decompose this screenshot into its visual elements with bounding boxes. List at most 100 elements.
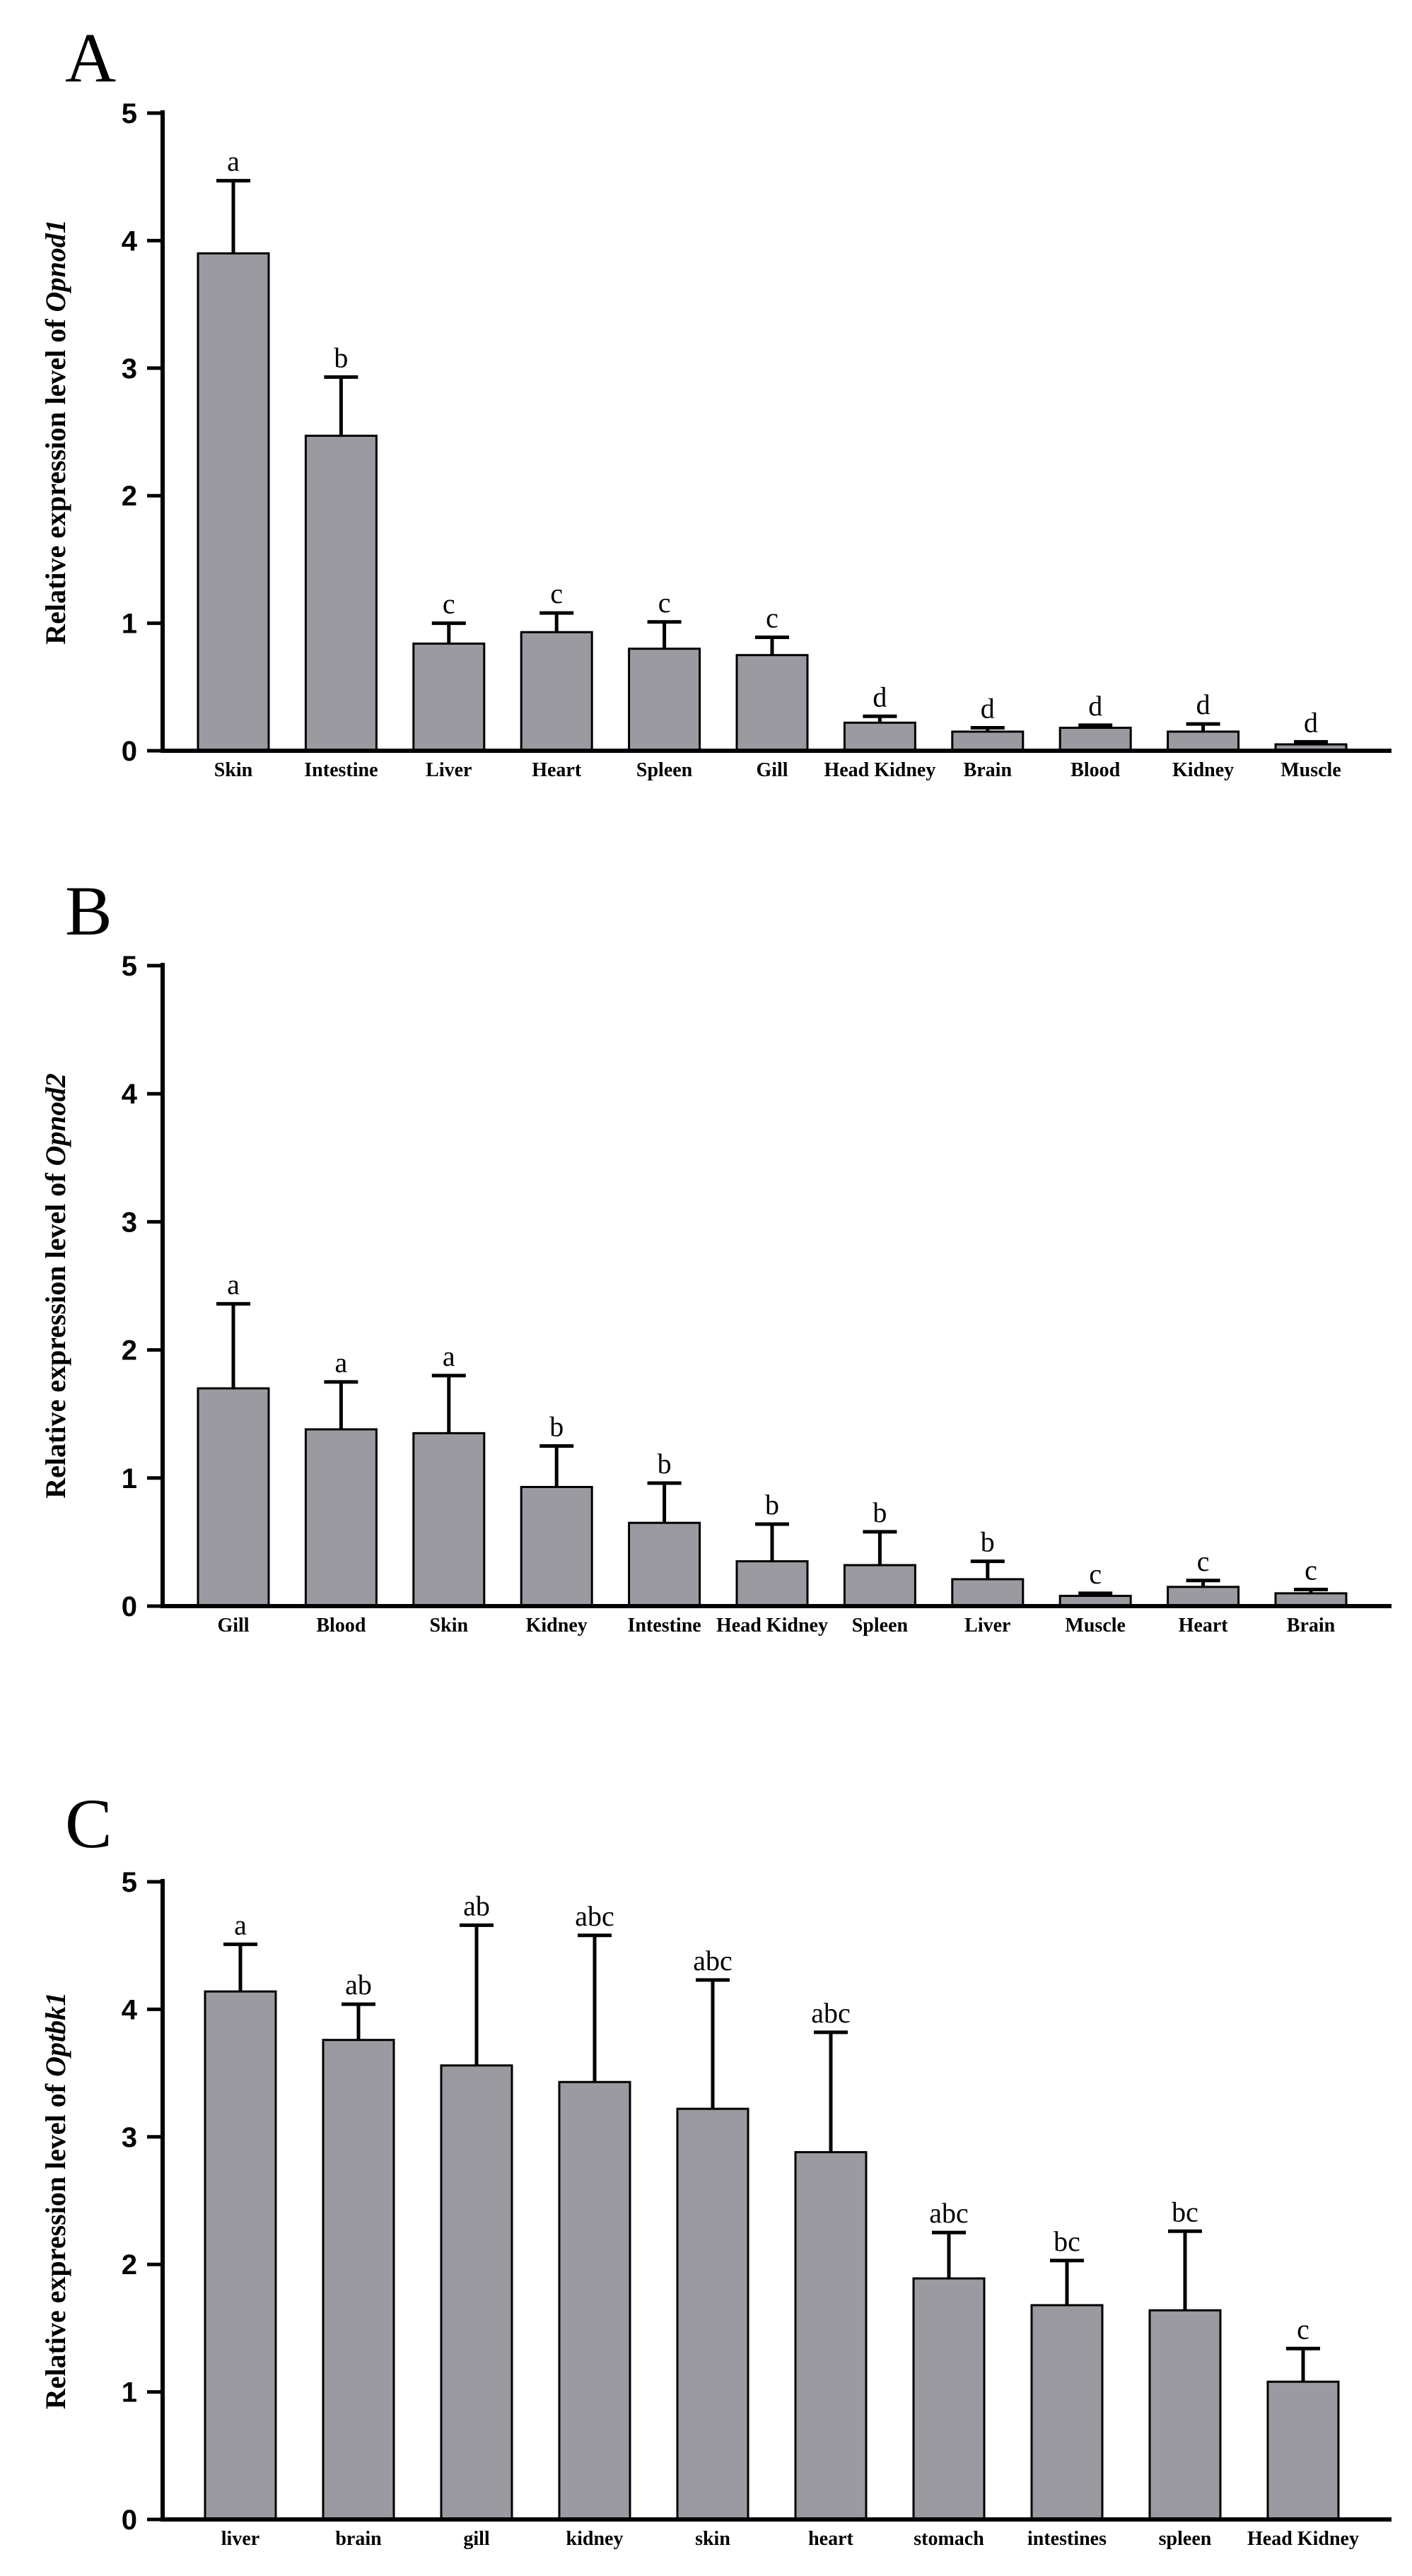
significance-label: abc <box>811 1997 851 2029</box>
y-tick-label: 3 <box>122 353 137 385</box>
panel-letter: C <box>65 1784 112 1863</box>
bar <box>520 631 593 752</box>
significance-label: b <box>658 1448 672 1480</box>
category-label: liver <box>221 2528 259 2550</box>
bar <box>304 434 378 752</box>
bar <box>197 252 270 752</box>
category-label: kidney <box>566 2528 624 2550</box>
y-tick-label: 3 <box>122 1207 137 1238</box>
significance-label: d <box>1196 689 1210 720</box>
bar <box>951 1578 1025 1608</box>
significance-label: a <box>227 146 240 177</box>
significance-label: a <box>227 1268 240 1300</box>
y-tick-label: 2 <box>122 481 137 512</box>
category-label: Kidney <box>1172 759 1234 781</box>
category-label: Muscle <box>1065 1615 1126 1637</box>
significance-label: a <box>443 1340 455 1372</box>
significance-label: ab <box>463 1890 490 1921</box>
y-axis-title-gene: Opnod1 <box>40 219 71 312</box>
significance-label: d <box>873 681 887 713</box>
category-label: Intestine <box>627 1615 701 1637</box>
panel-b: B Relative expression level of Opnod2 a Gil… <box>40 872 1391 1637</box>
significance-label: c <box>1305 1554 1317 1586</box>
category-label: Intestine <box>304 759 378 781</box>
significance-label: abc <box>929 2197 969 2229</box>
y-axis-title-prefix: Relative expression level of <box>40 312 71 644</box>
category-label: Heart <box>1179 1615 1229 1637</box>
category-label: spleen <box>1159 2528 1212 2550</box>
significance-label: b <box>981 1526 995 1558</box>
y-tick-label: 2 <box>122 1335 137 1366</box>
significance-label: bc <box>1054 2225 1080 2257</box>
panel-c: C Relative expression level of Optbk1 a liv… <box>40 1784 1391 2550</box>
y-axis-title: Relative expression level of Optbk1 <box>40 1992 71 2409</box>
significance-label: c <box>1197 1545 1210 1577</box>
bar <box>1167 730 1240 752</box>
bar <box>1148 2309 1222 2521</box>
bar <box>520 1485 593 1608</box>
bar <box>412 642 486 752</box>
significance-label: abc <box>693 1945 733 1977</box>
bar <box>735 1560 809 1608</box>
y-tick-label: 0 <box>122 736 137 767</box>
significance-label: b <box>549 1411 564 1443</box>
significance-label: d <box>1088 690 1102 722</box>
y-tick-label: 4 <box>122 1994 138 2025</box>
y-tick-label: 1 <box>122 609 137 640</box>
category-label: Muscle <box>1280 759 1341 781</box>
bar <box>1058 727 1132 752</box>
category-label: Spleen <box>852 1615 909 1637</box>
category-label: Skin <box>430 1615 469 1637</box>
bar <box>197 1387 270 1608</box>
category-label: Kidney <box>526 1615 588 1637</box>
significance-label: c <box>658 587 671 619</box>
category-label: intestines <box>1027 2528 1107 2550</box>
category-label: Brain <box>964 759 1013 781</box>
significance-label: c <box>766 602 778 633</box>
bar <box>304 1428 378 1608</box>
panel-letter: A <box>65 18 116 97</box>
category-label: Gill <box>217 1615 249 1637</box>
bar <box>628 648 701 752</box>
significance-label: d <box>981 693 995 725</box>
bar <box>1167 1586 1240 1608</box>
bar <box>1030 2304 1104 2521</box>
category-label: Brain <box>1287 1615 1336 1637</box>
y-tick-label: 1 <box>122 2377 137 2408</box>
category-label: Blood <box>1070 759 1120 781</box>
bar <box>628 1521 701 1608</box>
bar <box>843 1564 916 1608</box>
y-axis-title-prefix: Relative expression level of <box>40 1166 71 1498</box>
significance-label: b <box>334 341 348 373</box>
y-axis-title-gene: Optbk1 <box>40 1992 71 2077</box>
category-label: Head Kidney <box>716 1615 828 1637</box>
y-tick-label: 0 <box>122 1591 137 1622</box>
significance-label: a <box>335 1347 348 1378</box>
significance-label: bc <box>1172 2196 1198 2227</box>
bar <box>204 1990 277 2521</box>
y-tick-label: 5 <box>122 1867 137 1898</box>
significance-label: b <box>765 1489 779 1521</box>
y-axis-title-prefix: Relative expression level of <box>40 2077 71 2409</box>
y-tick-label: 0 <box>122 2505 137 2536</box>
y-tick-label: 2 <box>122 2249 137 2281</box>
category-label: brain <box>335 2528 382 2550</box>
significance-label: c <box>1089 1558 1102 1590</box>
significance-label: d <box>1304 706 1318 738</box>
panel-a: A Relative expression level of Opnod1 a Ski… <box>40 18 1391 781</box>
bar <box>676 2107 749 2521</box>
bar <box>558 2080 631 2521</box>
bar <box>322 2039 395 2521</box>
significance-label: ab <box>345 1969 372 2001</box>
significance-label: c <box>1297 2313 1309 2345</box>
y-axis-title: Relative expression level of Opnod2 <box>40 1073 71 1498</box>
category-label: Liver <box>426 759 472 781</box>
y-tick-label: 3 <box>122 2122 137 2153</box>
bar <box>912 2277 986 2521</box>
significance-label: b <box>873 1497 887 1528</box>
category-label: Skin <box>214 759 253 781</box>
y-tick-label: 1 <box>122 1463 137 1494</box>
category-label: skin <box>695 2528 730 2550</box>
bar <box>412 1432 486 1608</box>
